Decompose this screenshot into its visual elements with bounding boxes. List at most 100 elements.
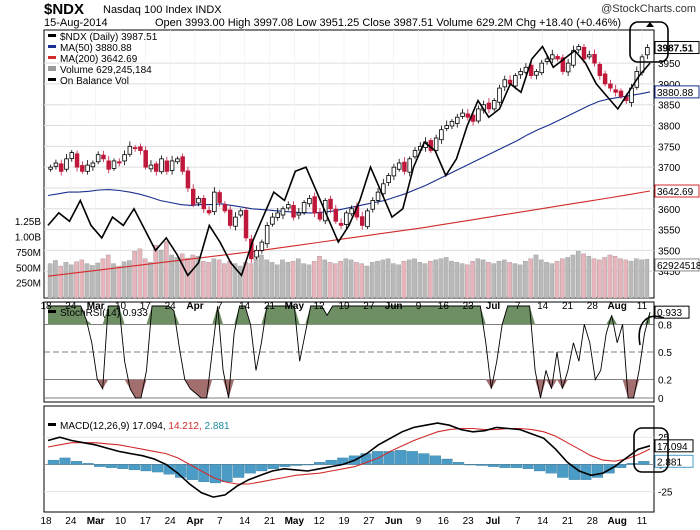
x-tick-label-bottom: 7 [515, 516, 521, 527]
stochrsi-overbought-fill [48, 306, 650, 325]
volume-bar [248, 263, 254, 299]
x-tick-label-top: 18 [40, 301, 52, 312]
macd-hist-bar [487, 464, 499, 467]
macd-hist-bar [441, 458, 453, 465]
chevron-up-icon [646, 22, 654, 27]
macd-hist-bar [429, 455, 441, 465]
volume-bar [142, 258, 148, 299]
price-tick-label: 3750 [658, 142, 681, 153]
volume-bar [317, 256, 322, 299]
volume-bar [623, 259, 629, 299]
stochrsi-oversold-fill [48, 379, 650, 398]
volume-bar [259, 254, 264, 299]
volume-bar [164, 241, 169, 299]
volume-bar [343, 258, 349, 299]
x-tick-label-bottom: 28 [587, 516, 599, 527]
legend-volume: Volume 629,245,184 [60, 65, 152, 76]
obv-line [47, 45, 651, 278]
x-tick-label-bottom: May [285, 516, 305, 527]
volume-bar [607, 254, 613, 299]
x-tick-label-top: 12 [314, 301, 326, 312]
x-tick-label-bottom: 9 [416, 516, 422, 527]
macd-hist-bar [209, 464, 222, 484]
volume-bar [121, 261, 127, 299]
ohlc-summary: Open 3993.00 High 3997.08 Low 3951.25 Cl… [155, 17, 622, 29]
macd-hist-bar [638, 461, 650, 465]
candle-body [476, 108, 481, 122]
volume-bar [264, 259, 269, 299]
volume-bar [153, 244, 159, 299]
x-tick-label-top: 7 [515, 301, 521, 312]
volume-bar [644, 259, 650, 299]
candle-body [317, 212, 323, 220]
volume-bar [618, 258, 623, 299]
annotations [629, 21, 669, 473]
volume-bar [84, 263, 90, 299]
index-name: Nasdaq 100 Index INDX [103, 4, 222, 16]
candle-body [259, 241, 265, 251]
candle-body [502, 79, 508, 88]
annotation-box-price [629, 21, 669, 63]
volume-bar [211, 258, 217, 299]
volume-bar [591, 258, 597, 299]
macd-hist-bar [522, 464, 534, 469]
candle-body [307, 197, 312, 205]
macd-legend-part: 2.881 [202, 421, 230, 432]
volume-bar [158, 249, 164, 299]
candle-body [80, 165, 85, 172]
volume-bar [586, 256, 592, 299]
candle-body [64, 158, 69, 170]
macd-hist-bar [591, 464, 604, 478]
legend-swatch-obv [48, 78, 56, 81]
macd-signal-line [47, 427, 651, 485]
macd-hist-bar [290, 464, 303, 466]
macd-hist-bar [406, 451, 418, 465]
quote-date: 15-Aug-2014 [44, 17, 108, 29]
volume-bar [565, 257, 570, 299]
candle-body [571, 50, 576, 66]
candle-body [396, 162, 402, 170]
macd-hist-bar [383, 451, 395, 465]
macd-hist-bar [499, 464, 511, 468]
x-tick-label-bottom: 24 [165, 516, 177, 527]
volume-bar [169, 254, 174, 299]
macd-line [47, 422, 651, 498]
candle-body [48, 166, 53, 170]
x-tick-label-top: 19 [338, 301, 350, 312]
candle-body [264, 225, 270, 245]
candle-body [148, 164, 154, 170]
candle-body [534, 71, 539, 76]
x-tick-label-bottom: 10 [115, 516, 127, 527]
volume-bar [517, 264, 523, 299]
candle-body [375, 191, 381, 201]
candle-body [180, 156, 185, 172]
candle-body [402, 161, 407, 172]
candle-body [444, 125, 449, 129]
candle-body [349, 208, 354, 215]
candle-body [613, 89, 618, 93]
x-tick-label-top: Apr [186, 301, 203, 312]
x-tick-label-bottom: 24 [65, 516, 77, 527]
stochrsi-tick-label: 0.5 [658, 348, 672, 359]
candle-body [291, 205, 296, 218]
candle-body [386, 175, 391, 183]
candle-body [296, 212, 302, 216]
volume-bar [290, 260, 296, 299]
candle-body [391, 166, 397, 177]
candle-body [301, 202, 307, 213]
candle-body [275, 212, 280, 218]
volume-bar [222, 263, 227, 299]
macd-hist-bar [314, 462, 326, 465]
volume-bar [560, 258, 565, 299]
x-tick-label-bottom: Mar [87, 516, 105, 527]
macd-hist-bar [534, 464, 546, 472]
ma50-line [47, 91, 651, 214]
volume-bar [280, 259, 285, 299]
x-tick-label-top: 10 [115, 301, 127, 312]
stochrsi-legend-swatch [48, 310, 56, 313]
x-tick-label-bottom: 12 [314, 516, 326, 527]
volume-bar [438, 258, 444, 299]
candle-body [439, 129, 444, 141]
x-tick-label-top: 14 [239, 301, 251, 312]
x-tick-label-top: Mar [87, 301, 105, 312]
